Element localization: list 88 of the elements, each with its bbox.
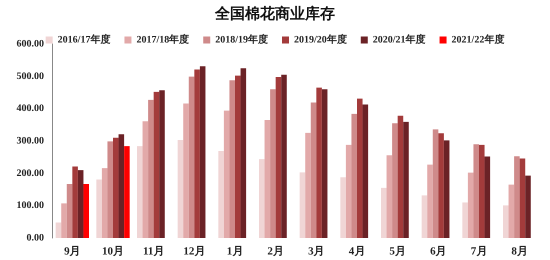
bar	[392, 123, 398, 238]
bar	[229, 80, 235, 238]
y-tick-label: 300.00	[16, 136, 44, 146]
bar	[240, 68, 246, 238]
bar	[386, 155, 392, 238]
legend-label: 2021/22年度	[452, 34, 504, 46]
legend-label: 2018/19年度	[215, 34, 268, 46]
x-tick-label: 8月	[511, 246, 528, 258]
x-tick-label: 4月	[348, 246, 366, 258]
bar	[136, 146, 143, 238]
x-tick-label: 9月	[64, 246, 81, 258]
y-tick-label: 200.00	[16, 168, 44, 179]
x-tick-label: 1月	[226, 246, 244, 258]
bar	[468, 172, 474, 238]
bar	[520, 158, 526, 238]
bar	[346, 144, 352, 238]
bar	[113, 138, 119, 238]
bar	[270, 89, 276, 238]
x-tick-label: 10月	[102, 246, 124, 258]
bar	[107, 141, 113, 238]
bar	[502, 205, 509, 238]
x-tick-label: 7月	[470, 246, 488, 258]
bar	[357, 98, 363, 238]
legend-label: 2019/20年度	[294, 34, 347, 46]
bar	[78, 170, 84, 238]
bar	[340, 177, 346, 238]
bar	[438, 133, 444, 238]
bar	[124, 146, 130, 238]
bar	[218, 151, 224, 238]
x-tick-label: 2月	[267, 246, 284, 258]
bar	[473, 144, 479, 238]
legend-label: 2017/18年度	[136, 34, 190, 46]
legend-label: 2020/21年度	[372, 34, 426, 46]
bar	[316, 88, 322, 238]
bar	[56, 222, 62, 238]
bar	[432, 129, 438, 238]
x-tick-label: 5月	[389, 246, 406, 258]
bar	[224, 110, 230, 238]
bar	[194, 70, 200, 238]
bar	[200, 66, 206, 238]
bar	[362, 104, 368, 238]
legend-label: 2016/17年度	[58, 34, 110, 46]
bar	[183, 103, 189, 238]
x-tick-label: 6月	[430, 246, 447, 258]
bar	[514, 156, 520, 238]
bar	[462, 202, 468, 238]
bar	[281, 74, 287, 238]
bar	[72, 166, 78, 238]
y-tick-label: 500.00	[16, 70, 44, 82]
bar	[351, 114, 357, 238]
bar	[444, 140, 450, 238]
y-tick-label: 0.00	[26, 232, 44, 244]
bar	[508, 184, 514, 238]
x-tick-label: 3月	[308, 246, 325, 258]
bar	[484, 156, 490, 238]
bar	[427, 164, 433, 238]
bar	[142, 121, 148, 238]
bar	[264, 120, 270, 238]
chart-title: 全国棉花商业库存	[214, 4, 335, 22]
x-tick-label: 11月	[142, 246, 164, 258]
bar	[276, 76, 282, 238]
y-tick-label: 400.00	[16, 103, 44, 114]
bar	[322, 89, 328, 238]
bar	[479, 144, 485, 238]
bar	[300, 172, 306, 238]
bar	[83, 184, 90, 238]
bar	[235, 76, 241, 238]
bar	[159, 90, 165, 238]
bar	[398, 116, 404, 238]
y-tick-label: 100.00	[16, 200, 44, 212]
bar	[380, 188, 387, 238]
bar	[188, 76, 194, 238]
bar	[403, 122, 409, 238]
bar	[258, 159, 265, 238]
bar	[525, 176, 531, 238]
bar	[148, 100, 154, 238]
x-tick-label: 12月	[183, 246, 206, 258]
bar	[61, 203, 67, 238]
bar	[422, 195, 428, 238]
bar	[178, 140, 184, 238]
bar	[102, 168, 108, 238]
bar	[154, 92, 160, 238]
y-tick-label: 600.00	[16, 38, 44, 50]
bar	[66, 184, 72, 238]
bar	[310, 102, 316, 238]
bar	[118, 134, 124, 238]
bar	[96, 179, 102, 238]
bar	[305, 132, 311, 238]
